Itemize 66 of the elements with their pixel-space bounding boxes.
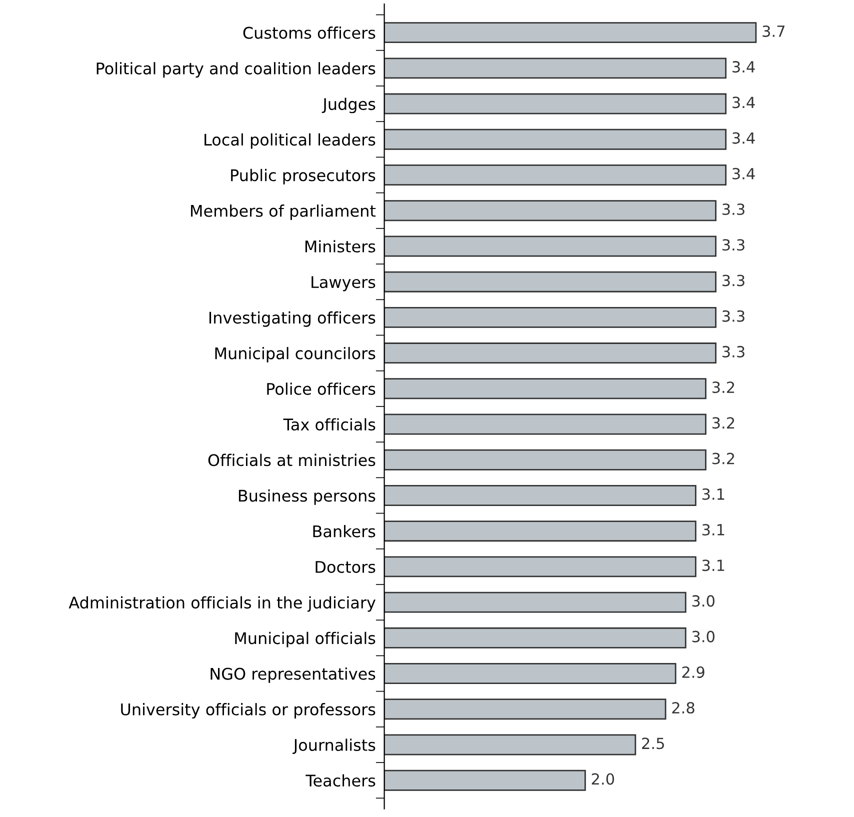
data-label: 3.1: [702, 560, 724, 572]
y-tick-label: Customs officers: [243, 26, 376, 39]
data-label: 2.9: [682, 666, 704, 678]
y-tick-label: Teachers: [306, 774, 376, 787]
y-tick-label: University officials or professors: [121, 703, 376, 719]
data-label: 3.3: [722, 203, 744, 216]
y-tick-label: Local political leaders: [204, 133, 376, 149]
bar: [384, 770, 586, 791]
bar: [384, 698, 666, 720]
y-tick-label: Journalists: [292, 738, 376, 754]
y-tick-label: Police officers: [267, 382, 376, 395]
bar: [384, 378, 706, 400]
y-tick-label: Public prosecutors: [231, 168, 376, 184]
data-label: 3.4: [732, 132, 755, 144]
bar: [384, 556, 696, 578]
data-label: 3.3: [722, 310, 744, 322]
bar: [384, 734, 636, 756]
y-tick-label: Ministers: [305, 240, 376, 253]
data-label: 3.7: [762, 25, 784, 38]
y-tick-label: Lawyers: [312, 276, 376, 292]
data-label: 3.2: [712, 452, 734, 464]
y-tick-label: Judges: [322, 98, 376, 114]
data-label: 2.8: [672, 702, 694, 714]
data-label: 3.4: [732, 96, 755, 108]
data-label: 3.4: [732, 61, 755, 73]
y-tick-label: Municipal officials: [235, 632, 376, 648]
bar: [384, 58, 727, 79]
bar: [384, 414, 706, 435]
data-label: 3.2: [712, 417, 734, 429]
data-label: 2.5: [642, 738, 664, 750]
data-label: 3.4: [732, 168, 755, 180]
y-tick-label: Municipal councilors: [215, 346, 376, 362]
data-label: 3.0: [692, 630, 714, 642]
bar: [384, 484, 696, 506]
bar: [384, 342, 716, 364]
bar: [384, 592, 686, 613]
bar: [384, 22, 757, 44]
bar: [384, 271, 716, 292]
data-label: 3.2: [712, 382, 734, 394]
data-label: 3.0: [692, 595, 714, 607]
bar: [384, 164, 727, 186]
bar: [384, 236, 716, 257]
y-tick-label: Bankers: [313, 525, 376, 538]
y-tick-label: Officials at ministries: [208, 454, 376, 466]
data-label: 3.1: [702, 524, 724, 536]
y-tick-label: NGO representatives: [210, 667, 376, 683]
bar: [384, 306, 716, 328]
data-label: 2.0: [592, 773, 614, 785]
bar: [384, 128, 727, 150]
y-tick-label: Doctors: [316, 561, 376, 573]
data-label: 3.3: [722, 239, 744, 251]
bar: [384, 93, 727, 114]
y-tick-label: Investigating officers: [209, 311, 376, 327]
y-tick-label: Administration officials in the judiciary: [68, 596, 376, 612]
data-label: 3.1: [702, 488, 724, 500]
y-tick-label: Tax officials: [283, 418, 376, 431]
data-label: 3.3: [722, 274, 744, 286]
y-tick-label: Political party and coalition leaders: [96, 62, 376, 78]
y-tick-label: Business persons: [238, 489, 376, 505]
bar: [384, 520, 696, 542]
data-label: 3.3: [722, 346, 744, 358]
bar: [384, 663, 676, 684]
bar: [384, 200, 716, 222]
y-tick-label: Members of parliament: [191, 204, 376, 220]
bar: [384, 449, 706, 470]
bar: [384, 627, 686, 648]
